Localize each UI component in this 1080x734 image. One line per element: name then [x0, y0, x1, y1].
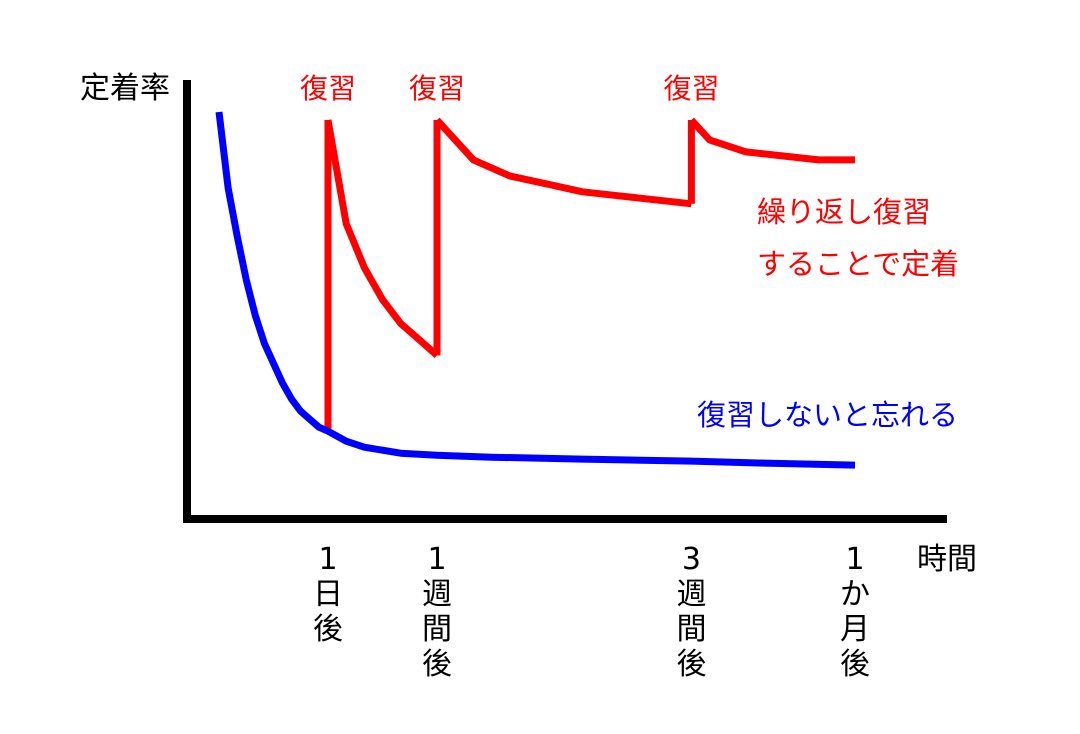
- series-line-segment: [215, 111, 856, 469]
- series-with-review: [324, 117, 855, 432]
- series-line-segment: [688, 117, 855, 164]
- axes: [183, 80, 947, 523]
- x-tick-char: 1: [427, 542, 446, 577]
- x-tick-char: 月: [840, 612, 870, 647]
- x-tick-char: 後: [676, 647, 706, 682]
- series-line-segment: [434, 117, 692, 208]
- x-tick-char: 後: [840, 647, 870, 682]
- review-label: 復習: [663, 72, 719, 105]
- x-tick-char: 日: [313, 577, 343, 612]
- series-without-review: [215, 111, 856, 469]
- annotation-with-review: することで定着: [757, 247, 959, 281]
- review-marker-layer: 復習 復習 復習: [300, 72, 719, 105]
- series-layer: [215, 111, 856, 469]
- x-tick-char: か: [840, 577, 870, 612]
- review-label: 復習: [300, 72, 356, 105]
- x-axis-label: 時間: [917, 542, 977, 577]
- x-tick-char: 後: [422, 647, 452, 682]
- annotation-without-review: 復習しないと忘れる: [697, 398, 958, 432]
- review-label: 復習: [409, 72, 465, 105]
- annotation-with-review: 繰り返し復習: [757, 195, 931, 229]
- series-line-segment: [324, 119, 440, 359]
- x-tick-char: 週: [422, 577, 452, 612]
- x-tick-char: 週: [676, 577, 706, 612]
- x-tick-char: 3: [682, 542, 701, 577]
- x-tick-char: 後: [313, 612, 343, 647]
- x-tick-char: 1: [845, 542, 864, 577]
- x-tick-label: 1日後: [313, 542, 343, 647]
- x-tick-char: 間: [676, 612, 706, 647]
- y-axis-label: 定着率: [80, 71, 170, 106]
- x-tick-char: 間: [422, 612, 452, 647]
- x-tick-char: 1: [318, 542, 337, 577]
